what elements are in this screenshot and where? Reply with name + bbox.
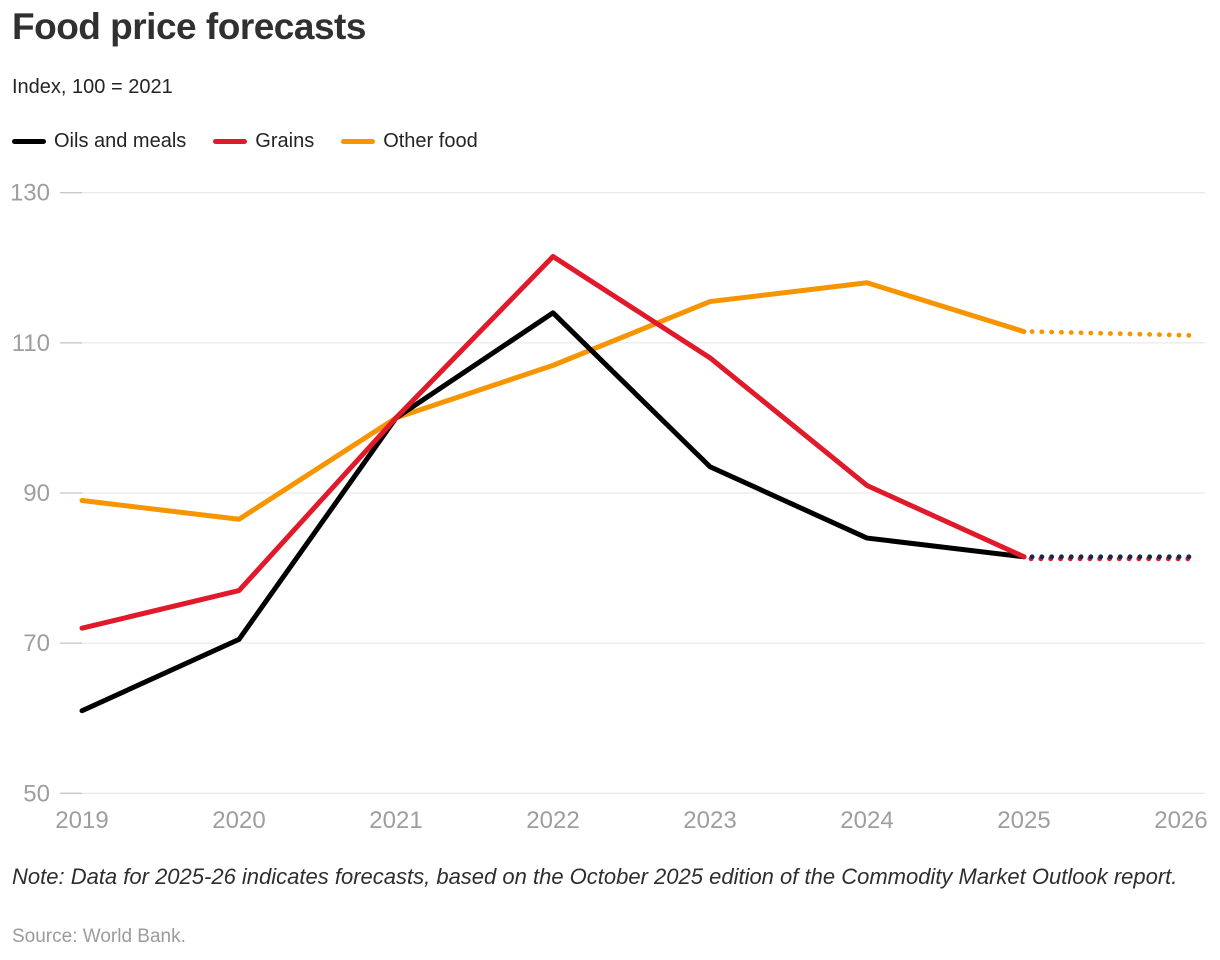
legend-swatch-icon	[12, 139, 46, 144]
y-axis-label: 50	[23, 780, 50, 807]
chart-source: Source: World Bank.	[12, 926, 186, 947]
chart-subtitle: Index, 100 = 2021	[12, 76, 173, 98]
series-line-grains	[79, 254, 1027, 631]
series-line-other-food	[79, 280, 1027, 522]
legend-swatch-icon	[341, 139, 376, 144]
series-line-oils-and-meals	[79, 310, 1027, 714]
x-axis-label: 2021	[369, 807, 422, 834]
page-title: Food price forecasts	[12, 6, 366, 47]
legend-label: Grains	[255, 130, 315, 152]
legend-label: Oils and meals	[54, 130, 187, 152]
x-axis-label: 2025	[997, 807, 1050, 834]
legend-item-other-food: Other food	[341, 130, 478, 153]
chart-legend: Oils and meals Grains Other food	[12, 130, 478, 153]
legend-item-grains: Grains	[213, 130, 314, 153]
legend-swatch-icon	[213, 139, 248, 144]
legend-label: Other food	[383, 130, 478, 152]
series-forecast-other-food	[1029, 329, 1192, 338]
x-axis-label: 2024	[840, 807, 893, 834]
x-axis-label: 2020	[212, 807, 265, 834]
y-axis-label: 110	[12, 330, 50, 357]
x-axis-label: 2023	[683, 807, 736, 834]
y-axis-label: 90	[23, 480, 50, 507]
x-axis-label: 2026	[1154, 807, 1207, 834]
y-axis-label: 130	[10, 180, 50, 207]
legend-item-oils-and-meals: Oils and meals	[12, 130, 186, 153]
y-axis-label: 70	[23, 630, 50, 657]
x-axis-label: 2019	[55, 807, 108, 834]
x-axis-label: 2022	[526, 807, 579, 834]
chart-note: Note: Data for 2025-26 indicates forecas…	[12, 864, 1178, 889]
